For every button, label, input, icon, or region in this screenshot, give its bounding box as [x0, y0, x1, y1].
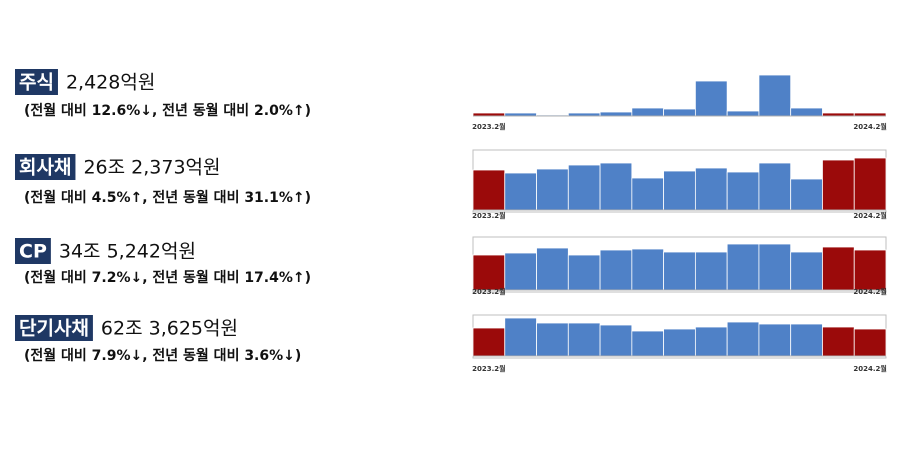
- bar: [853, 112, 887, 117]
- bar: [726, 171, 760, 211]
- x-tick-label: 2024.2월: [853, 287, 886, 296]
- bar: [758, 323, 792, 357]
- bar: [567, 322, 601, 357]
- bar: [822, 159, 855, 211]
- label: CP: [19, 241, 47, 263]
- bar: [663, 251, 696, 291]
- bar: [790, 107, 823, 117]
- amount: 34조 5,242억원: [59, 241, 196, 263]
- change-note: (전월 대비 12.6%↓, 전년 동월 대비 2.0%↑): [24, 102, 311, 119]
- change-note: (전월 대비 4.5%↑, 전년 동월 대비 31.1%↑): [24, 189, 311, 206]
- x-tick-label: 2024.2월: [853, 364, 886, 373]
- label-box: [15, 315, 93, 341]
- bar: [631, 248, 665, 291]
- x-tick-label: 2023.2월: [472, 364, 505, 373]
- bar: [504, 172, 537, 211]
- bar: [694, 80, 728, 117]
- amount: 2,428억원: [66, 72, 155, 94]
- bar: [504, 112, 537, 117]
- change-note: (전월 대비 7.9%↓, 전년 동월 대비 3.6%↓): [24, 347, 301, 364]
- bar: [599, 324, 633, 357]
- bar: [758, 243, 792, 291]
- bar: [726, 110, 760, 117]
- bar: [536, 322, 569, 357]
- bar: [694, 251, 728, 291]
- bar: [822, 326, 855, 357]
- bar: [758, 74, 792, 117]
- bar: [790, 178, 823, 211]
- label-box: [15, 238, 51, 264]
- change-note: (전월 대비 7.2%↓, 전년 동월 대비 17.4%↑): [24, 269, 311, 286]
- x-tick-label: 2023.2월: [472, 211, 505, 220]
- bar: [631, 330, 665, 357]
- bar: [631, 177, 665, 211]
- bar: [822, 112, 855, 117]
- bar: [504, 317, 537, 357]
- bar: [599, 111, 633, 117]
- bar: [472, 112, 506, 117]
- bar: [536, 168, 569, 211]
- bar: [567, 254, 601, 291]
- amount: 26조 2,373억원: [83, 157, 220, 179]
- bar: [853, 249, 887, 291]
- bar: [663, 108, 696, 117]
- bar: [472, 169, 506, 211]
- bar: [790, 251, 823, 291]
- bar: [631, 107, 665, 117]
- bar: [567, 164, 601, 211]
- bar: [726, 321, 760, 357]
- bar: [567, 112, 601, 117]
- label: 주식: [19, 72, 54, 94]
- bar: [663, 328, 696, 357]
- x-tick-label: 2023.2월: [472, 287, 505, 296]
- bar: [790, 323, 823, 357]
- bar: [694, 167, 728, 211]
- bar: [694, 326, 728, 357]
- bar: [758, 162, 792, 211]
- bar: [472, 327, 506, 357]
- bar: [504, 252, 537, 291]
- bar: [536, 247, 569, 291]
- x-tick-label: 2024.2월: [853, 122, 886, 131]
- label: 단기사채: [19, 318, 89, 340]
- bar: [472, 254, 506, 291]
- x-tick-label: 2023.2월: [472, 122, 505, 131]
- label: 회사채: [19, 157, 71, 179]
- bar: [599, 249, 633, 291]
- bar: [599, 162, 633, 211]
- amount: 62조 3,625억원: [101, 318, 238, 340]
- bar: [853, 328, 887, 357]
- label-box: [15, 154, 76, 180]
- label-box: [15, 69, 58, 95]
- bar: [726, 243, 760, 291]
- bar: [822, 246, 855, 291]
- bar: [853, 157, 887, 211]
- bar: [663, 170, 696, 211]
- x-tick-label: 2024.2월: [853, 211, 886, 220]
